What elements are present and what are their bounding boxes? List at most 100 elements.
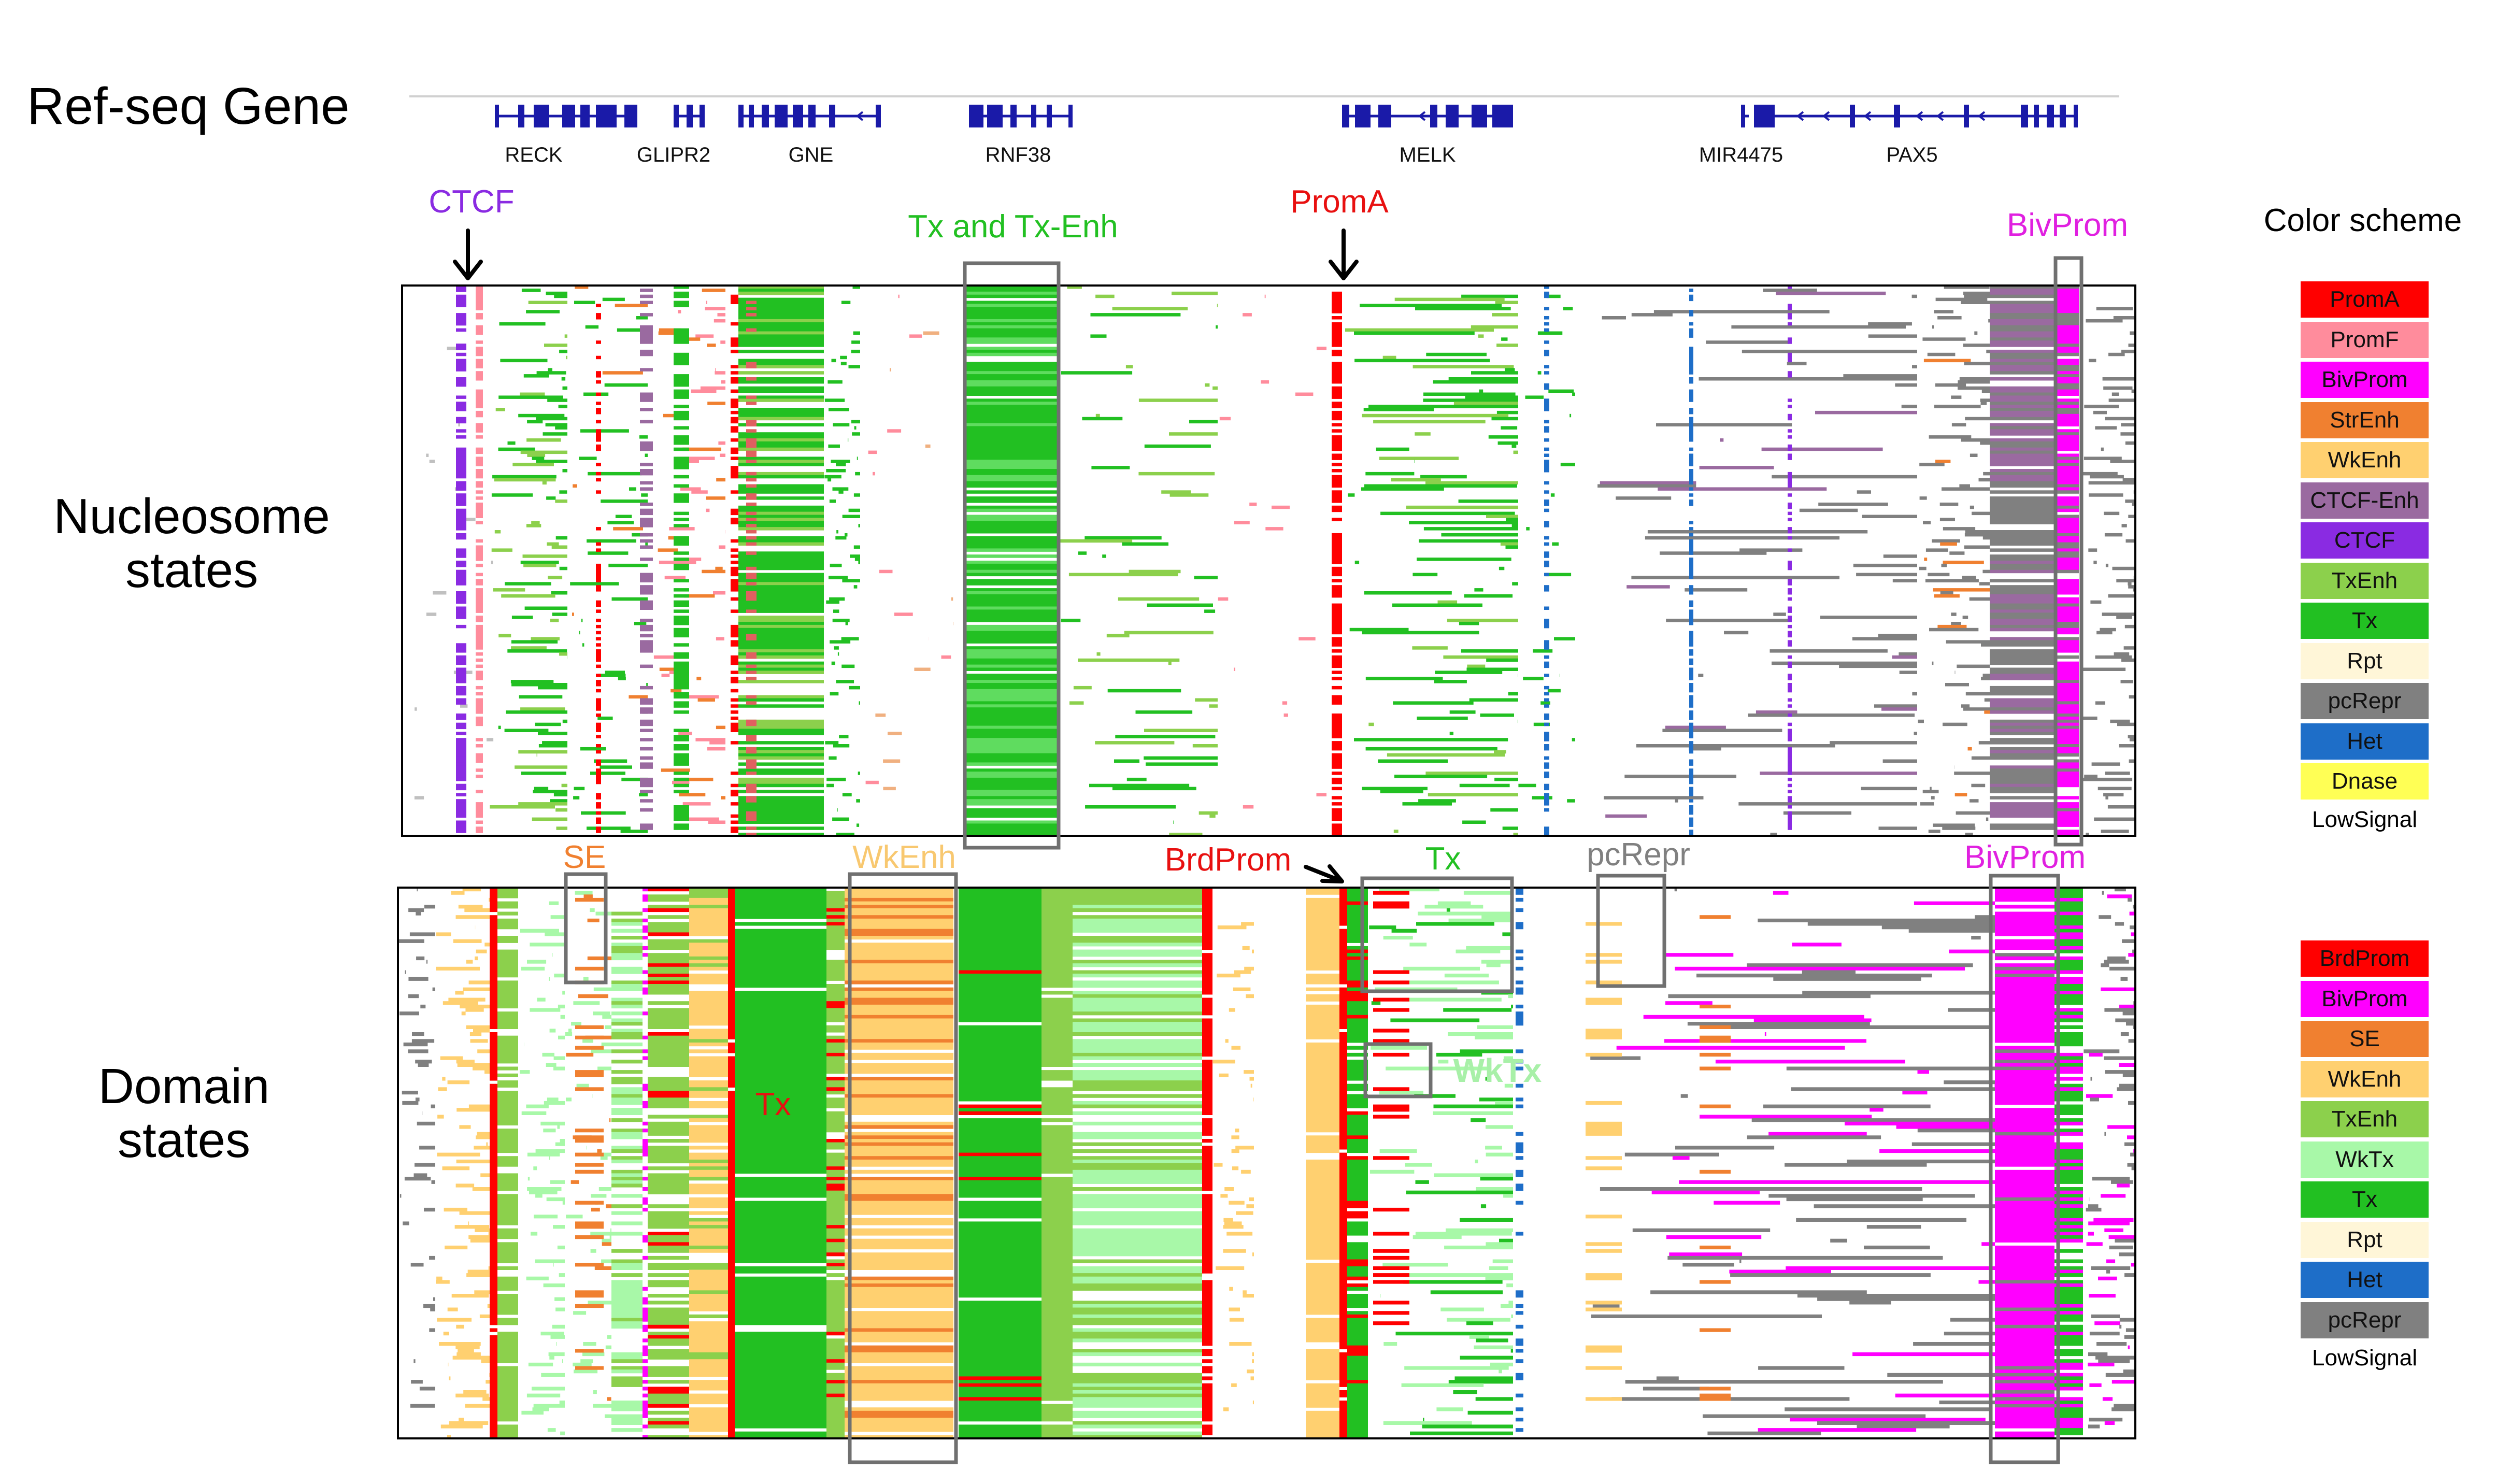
undefined xyxy=(491,493,533,497)
undefined xyxy=(966,783,1057,788)
undefined xyxy=(1306,1063,1339,1067)
undefined xyxy=(959,1321,1041,1325)
undefined xyxy=(845,946,953,950)
undefined xyxy=(1332,616,1342,619)
undefined xyxy=(476,347,483,350)
undefined xyxy=(2101,830,2129,833)
undefined xyxy=(1061,619,1081,622)
undefined xyxy=(1332,325,1342,329)
undefined xyxy=(643,1352,648,1357)
undefined xyxy=(2084,775,2098,778)
undefined xyxy=(1689,652,1693,656)
undefined xyxy=(494,478,556,482)
undefined xyxy=(456,670,466,674)
undefined xyxy=(1380,790,1423,793)
gene-strand-chevron xyxy=(855,111,864,121)
undefined xyxy=(735,1194,826,1198)
undefined xyxy=(490,1407,497,1411)
undefined xyxy=(1480,714,1514,717)
undefined xyxy=(826,929,845,933)
undefined xyxy=(490,1125,497,1129)
undefined xyxy=(689,897,728,902)
undefined xyxy=(643,1187,648,1191)
undefined xyxy=(573,796,580,800)
undefined xyxy=(674,542,689,546)
undefined xyxy=(470,1238,490,1243)
undefined xyxy=(2057,334,2079,338)
undefined xyxy=(728,1245,735,1250)
undefined xyxy=(497,925,518,930)
undefined xyxy=(829,408,849,411)
undefined xyxy=(1647,530,1868,534)
undefined xyxy=(959,963,1041,967)
undefined xyxy=(1354,331,1475,335)
undefined xyxy=(689,1352,728,1357)
undefined xyxy=(728,1097,735,1102)
undefined xyxy=(966,683,1057,687)
undefined xyxy=(1041,1290,1073,1294)
undefined xyxy=(959,1342,1041,1346)
undefined xyxy=(476,558,483,561)
undefined xyxy=(1788,820,1792,824)
undefined xyxy=(1990,756,2054,760)
undefined xyxy=(1041,977,1073,981)
undefined xyxy=(473,1029,490,1033)
undefined xyxy=(1332,729,1342,732)
undefined xyxy=(648,1091,689,1095)
undefined xyxy=(490,1190,497,1194)
undefined xyxy=(716,478,725,482)
undefined xyxy=(735,1139,826,1143)
undefined xyxy=(648,960,689,964)
undefined xyxy=(959,1060,1041,1064)
undefined xyxy=(1788,677,1792,680)
undefined xyxy=(826,984,845,988)
undefined xyxy=(560,1139,565,1143)
undefined xyxy=(447,347,461,350)
undefined xyxy=(1243,805,1254,809)
undefined xyxy=(640,573,653,577)
undefined xyxy=(490,1180,497,1184)
undefined xyxy=(459,1211,490,1215)
undefined xyxy=(2057,533,2079,537)
undefined xyxy=(728,901,735,905)
undefined xyxy=(643,1359,648,1363)
undefined xyxy=(738,573,824,577)
undefined xyxy=(738,344,824,347)
undefined xyxy=(674,616,689,619)
undefined xyxy=(746,738,757,741)
undefined xyxy=(402,1091,418,1095)
undefined xyxy=(966,389,1057,393)
undefined xyxy=(596,573,601,577)
undefined xyxy=(1675,799,1678,803)
undefined xyxy=(1788,796,1792,800)
undefined xyxy=(1306,1400,1339,1405)
undefined xyxy=(826,1294,845,1298)
undefined xyxy=(1332,505,1342,509)
undefined xyxy=(648,1101,689,1105)
undefined xyxy=(1332,291,1342,295)
undefined xyxy=(728,1060,735,1064)
undefined xyxy=(735,1073,826,1077)
undefined xyxy=(674,738,689,741)
undefined xyxy=(959,1001,1041,1005)
undefined xyxy=(826,1352,845,1357)
undefined xyxy=(735,1052,826,1057)
undefined xyxy=(826,1424,845,1429)
undefined xyxy=(2104,533,2123,537)
undefined xyxy=(1332,380,1342,384)
undefined xyxy=(738,304,824,307)
gene-labels: RECK GLIPR2 GNE RNF38 MELK MIR4475 PAX5 xyxy=(505,144,1937,166)
undefined xyxy=(728,1190,735,1194)
undefined xyxy=(611,1404,643,1408)
undefined xyxy=(555,1142,565,1146)
undefined xyxy=(746,307,757,310)
undefined xyxy=(534,787,549,791)
undefined xyxy=(456,328,466,332)
undefined xyxy=(1234,970,1251,974)
undefined xyxy=(557,1245,565,1250)
undefined xyxy=(845,1297,953,1301)
undefined xyxy=(1689,817,1693,821)
undefined xyxy=(475,1228,490,1232)
undefined xyxy=(728,1035,735,1039)
undefined xyxy=(738,371,824,375)
